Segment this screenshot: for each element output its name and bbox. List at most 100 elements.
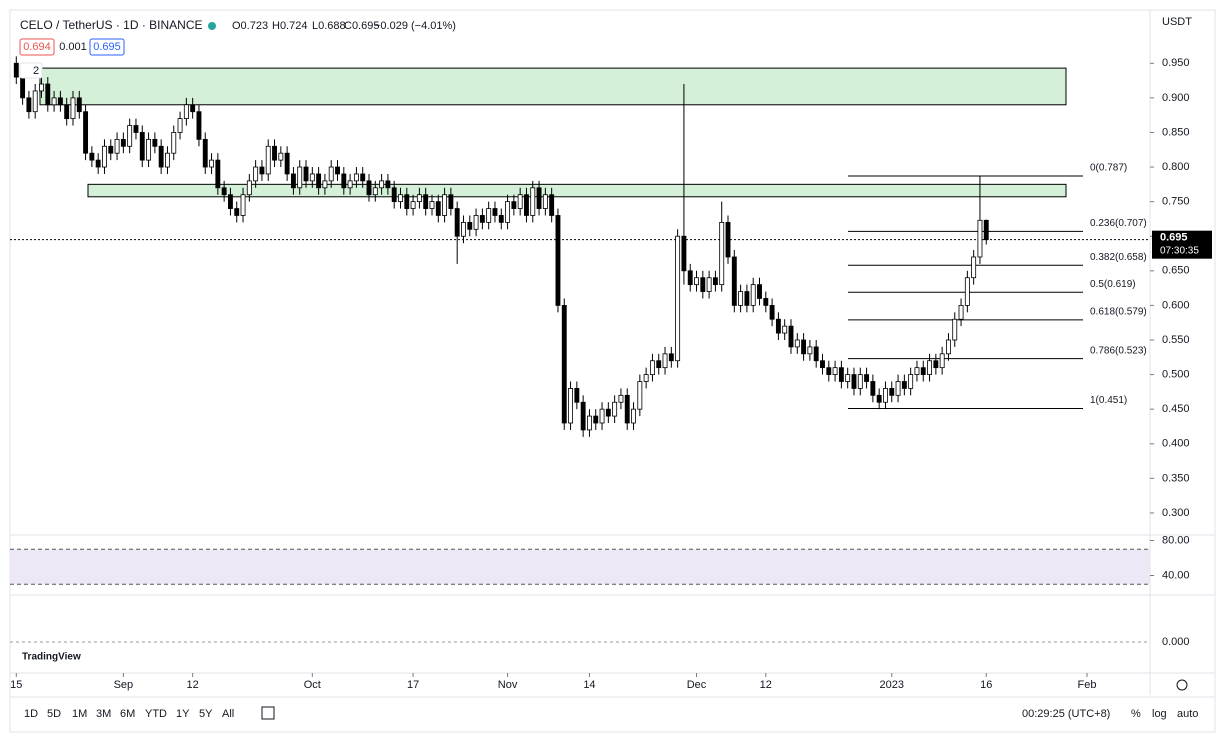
candle-body bbox=[259, 166, 265, 175]
candle-body bbox=[95, 159, 101, 168]
currency[interactable]: USDT bbox=[1162, 16, 1192, 28]
range-button[interactable]: 5Y bbox=[199, 708, 213, 720]
candle-body bbox=[971, 256, 977, 279]
candle-body bbox=[196, 111, 202, 140]
ohlc-open: O0.723 bbox=[232, 20, 268, 32]
candle-body bbox=[555, 215, 561, 306]
candle-body bbox=[202, 138, 208, 168]
y-tick-label: 0.900 bbox=[1162, 92, 1190, 104]
sell-box[interactable] bbox=[19, 38, 55, 56]
candle-body bbox=[517, 194, 523, 209]
candle-body bbox=[901, 381, 907, 389]
candle-body bbox=[227, 194, 233, 209]
candle-body bbox=[404, 194, 410, 209]
collapse-button[interactable] bbox=[19, 62, 43, 79]
zone bbox=[87, 183, 1067, 198]
range-button[interactable]: YTD bbox=[145, 708, 167, 720]
candle-body bbox=[492, 208, 498, 216]
x-tick-label: Sep bbox=[114, 679, 134, 691]
y-tick-label: 0.750 bbox=[1162, 196, 1190, 208]
buy-box[interactable] bbox=[89, 38, 125, 56]
candle-body bbox=[328, 166, 334, 182]
candle-body bbox=[656, 360, 662, 369]
settings-icon[interactable] bbox=[1176, 679, 1188, 691]
fib-label: 0.382(0.658) bbox=[1090, 252, 1147, 263]
candle-body bbox=[108, 145, 114, 154]
x-tick-label: Feb bbox=[1078, 679, 1097, 691]
candle-body bbox=[246, 180, 252, 196]
y-tick-label: 0.450 bbox=[1162, 403, 1190, 415]
percent-toggle[interactable]: % bbox=[1131, 708, 1141, 720]
logo[interactable]: TradingView bbox=[22, 652, 81, 663]
candle-body bbox=[114, 138, 120, 154]
candle-body bbox=[763, 298, 769, 306]
symbol[interactable]: CELO / TetherUS · 1D · BINANCE bbox=[20, 18, 203, 32]
candle-body bbox=[952, 318, 958, 341]
candle-body bbox=[561, 304, 567, 424]
candle-body bbox=[240, 194, 246, 216]
candle-body bbox=[832, 367, 838, 375]
candle-body bbox=[864, 374, 870, 382]
range-button[interactable]: 1D bbox=[24, 708, 38, 720]
candle-body bbox=[70, 97, 76, 120]
range-button[interactable]: 6M bbox=[120, 708, 135, 720]
candle-body bbox=[366, 180, 372, 196]
candle-body bbox=[757, 284, 762, 299]
candle-body bbox=[39, 83, 44, 92]
candle-body bbox=[64, 104, 70, 120]
candle-body bbox=[391, 187, 397, 203]
candle-body bbox=[322, 180, 328, 189]
log-toggle[interactable]: log bbox=[1152, 708, 1167, 720]
candle-body bbox=[360, 173, 366, 182]
candle-body bbox=[719, 221, 725, 286]
date-range-icon[interactable] bbox=[261, 706, 275, 720]
spread: 0.001 bbox=[59, 41, 87, 53]
x-tick-label: 12 bbox=[760, 679, 772, 691]
candle-body bbox=[725, 221, 731, 258]
candle-body bbox=[442, 194, 448, 216]
candle-body bbox=[45, 83, 51, 106]
candle-body bbox=[870, 381, 876, 396]
candle-body bbox=[908, 374, 914, 389]
clock: 00:29:25 (UTC+8) bbox=[1022, 708, 1110, 720]
range-button[interactable]: 5D bbox=[47, 708, 61, 720]
candle-body bbox=[133, 125, 139, 133]
range-button[interactable]: 1M bbox=[72, 708, 87, 720]
fib-label: 0.5(0.619) bbox=[1090, 279, 1136, 290]
candle-body bbox=[209, 159, 214, 168]
range-button[interactable]: All bbox=[222, 708, 234, 720]
candle-body bbox=[738, 291, 744, 306]
range-button[interactable]: 1Y bbox=[176, 708, 190, 720]
range-button[interactable]: 3M bbox=[96, 708, 111, 720]
candle-body bbox=[593, 415, 599, 424]
candle-body bbox=[13, 62, 19, 78]
candle-body bbox=[983, 219, 989, 241]
sell-price: 0.694 bbox=[23, 41, 51, 53]
candle-body bbox=[694, 277, 699, 286]
candle-body bbox=[731, 256, 737, 306]
candle-body bbox=[410, 201, 416, 209]
candle-body bbox=[813, 346, 819, 362]
candle-body bbox=[505, 201, 511, 223]
candle-body bbox=[700, 277, 706, 292]
candle-body bbox=[643, 374, 649, 382]
candle-body bbox=[171, 132, 177, 154]
candle-body bbox=[574, 388, 580, 403]
candle-body bbox=[605, 408, 611, 417]
candle-body bbox=[668, 353, 674, 362]
x-tick-label: 15 bbox=[10, 679, 22, 691]
auto-toggle[interactable]: auto bbox=[1177, 708, 1198, 720]
candle-body bbox=[637, 381, 643, 410]
y-tick-label: 0.800 bbox=[1162, 161, 1190, 173]
x-tick-label: Oct bbox=[304, 679, 321, 691]
candle-body bbox=[429, 201, 435, 209]
candle-body bbox=[221, 187, 227, 196]
candle-body bbox=[750, 284, 756, 306]
candle-body bbox=[265, 145, 271, 175]
candle-body bbox=[473, 215, 479, 230]
candle-body bbox=[838, 367, 844, 382]
candle-body bbox=[158, 145, 164, 168]
candle-body bbox=[448, 194, 454, 209]
candle-body bbox=[536, 187, 542, 209]
candle-body bbox=[857, 374, 863, 389]
